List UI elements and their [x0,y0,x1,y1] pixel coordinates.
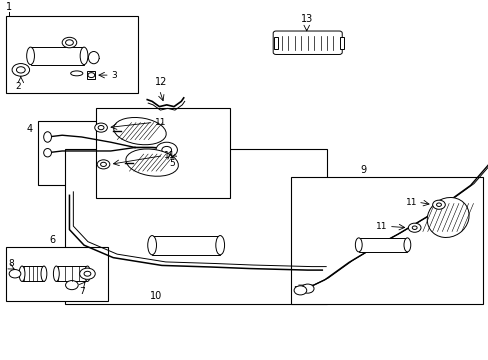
Ellipse shape [215,235,224,255]
Text: 12: 12 [154,77,166,87]
Circle shape [65,40,73,45]
Circle shape [141,132,153,141]
Ellipse shape [114,117,166,145]
Bar [38,121,181,185]
Text: 11: 11 [164,151,175,160]
Ellipse shape [355,238,362,252]
Bar [6,247,108,301]
Ellipse shape [71,71,82,76]
Ellipse shape [19,266,25,282]
Bar [22,266,44,282]
Ellipse shape [427,198,468,238]
Circle shape [62,37,77,48]
Bar [340,37,344,49]
Circle shape [156,142,177,158]
Text: 2: 2 [16,82,21,91]
Text: 8: 8 [9,260,15,269]
Ellipse shape [84,266,90,282]
Text: 11: 11 [376,222,387,231]
Circle shape [12,64,30,76]
Circle shape [301,284,313,293]
Ellipse shape [53,266,59,282]
Bar [273,37,277,49]
Bar [290,177,482,304]
Ellipse shape [147,235,156,255]
Circle shape [98,126,104,130]
Text: 13: 13 [300,14,312,24]
Ellipse shape [80,47,88,64]
Circle shape [97,160,110,169]
Text: 1: 1 [6,2,12,12]
Circle shape [17,67,25,73]
Bar [358,238,407,252]
Bar [30,47,84,64]
Circle shape [162,147,171,153]
Circle shape [432,200,445,209]
Text: 6: 6 [49,235,55,245]
Text: 5: 5 [169,159,175,168]
Circle shape [101,162,106,166]
Circle shape [95,123,107,132]
Bar [64,149,326,304]
Ellipse shape [27,47,34,64]
Circle shape [9,270,21,278]
Circle shape [411,226,416,229]
Ellipse shape [88,51,99,64]
Circle shape [293,286,306,295]
Ellipse shape [125,149,178,176]
Text: 3: 3 [111,71,116,80]
Circle shape [80,268,95,279]
Circle shape [407,223,420,232]
Circle shape [436,203,441,207]
Bar [96,108,229,198]
Circle shape [88,73,95,77]
Bar [152,235,220,255]
FancyBboxPatch shape [273,31,342,54]
Text: 11: 11 [405,198,416,207]
Text: 7: 7 [79,287,84,296]
Text: 9: 9 [360,165,366,175]
Bar [6,15,137,93]
Text: 11: 11 [154,118,166,127]
Circle shape [65,280,78,290]
Ellipse shape [41,266,47,282]
Ellipse shape [43,149,51,157]
Ellipse shape [403,238,410,252]
Circle shape [84,271,91,276]
Text: 10: 10 [150,291,163,301]
Text: 4: 4 [27,124,33,134]
Bar [87,71,95,78]
Ellipse shape [43,132,51,142]
Bar [56,266,87,282]
